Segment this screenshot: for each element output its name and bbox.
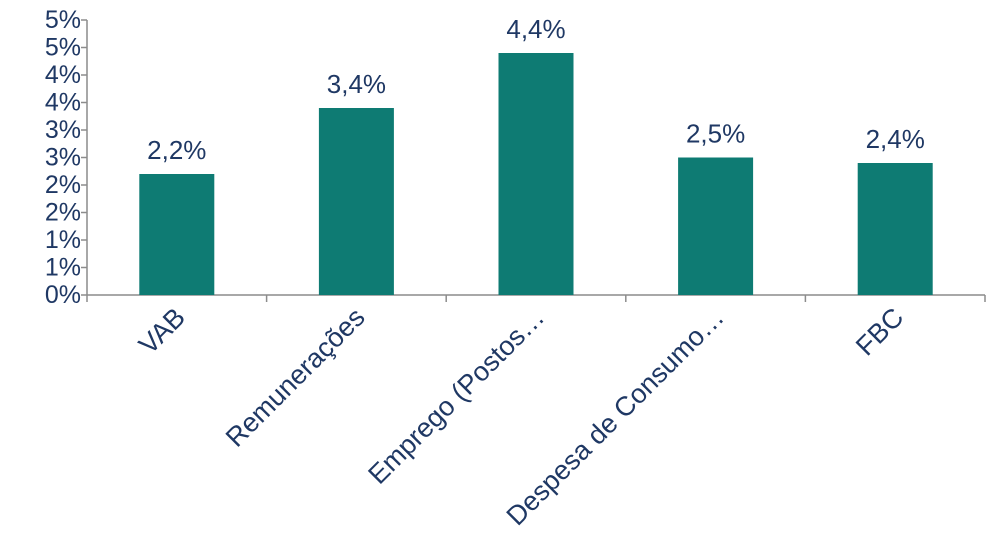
bar xyxy=(499,53,574,295)
y-tick-label: 2% xyxy=(45,171,81,199)
y-tick-label: 3% xyxy=(45,116,81,144)
y-tick-label: 4% xyxy=(45,89,81,117)
x-tick-label: Remunerações xyxy=(220,302,371,453)
data-label: 2,2% xyxy=(147,135,206,165)
bar xyxy=(858,163,933,295)
y-axis: 0%1%1%2%2%3%3%4%4%5%5% xyxy=(45,6,87,309)
y-tick-label: 5% xyxy=(45,6,81,34)
y-tick-label: 5% xyxy=(45,34,81,62)
y-tick-label: 1% xyxy=(45,254,81,282)
y-tick-label: 1% xyxy=(45,226,81,254)
x-axis xyxy=(87,295,985,302)
data-label: 4,4% xyxy=(506,14,565,44)
data-label: 2,4% xyxy=(866,124,925,154)
x-tick-label: FBC xyxy=(850,302,909,361)
x-tick-label: VAB xyxy=(133,302,191,360)
bar xyxy=(678,158,753,296)
data-label: 2,5% xyxy=(686,119,745,149)
y-tick-label: 2% xyxy=(45,199,81,227)
bars xyxy=(139,53,932,295)
x-tick-label: Emprego (Postos… xyxy=(362,302,550,490)
y-tick-label: 4% xyxy=(45,61,81,89)
bar xyxy=(139,174,214,295)
bar xyxy=(319,108,394,295)
y-tick-label: 3% xyxy=(45,144,81,172)
data-label: 3,4% xyxy=(327,69,386,99)
y-tick-label: 0% xyxy=(45,281,81,309)
